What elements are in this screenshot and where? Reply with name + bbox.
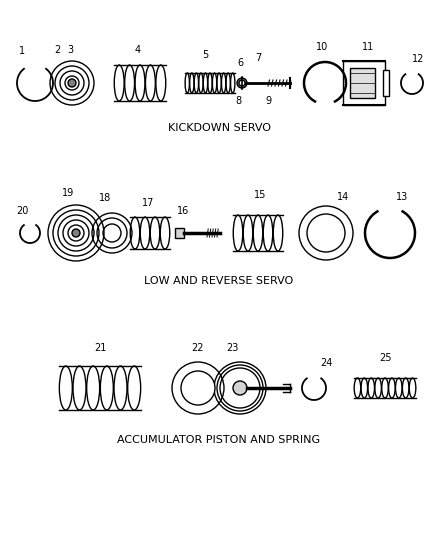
Bar — [343, 61, 385, 105]
Circle shape — [299, 206, 353, 260]
Circle shape — [233, 381, 247, 395]
Text: 2: 2 — [54, 45, 60, 55]
Text: 11: 11 — [362, 42, 374, 52]
Text: 18: 18 — [99, 193, 111, 203]
Text: 5: 5 — [202, 50, 208, 60]
Text: 22: 22 — [192, 343, 204, 353]
Text: 17: 17 — [142, 198, 154, 208]
Circle shape — [68, 79, 76, 87]
Circle shape — [307, 214, 345, 252]
Text: 16: 16 — [177, 206, 189, 216]
Circle shape — [181, 371, 215, 405]
Text: 23: 23 — [226, 343, 238, 353]
Circle shape — [239, 80, 245, 86]
Text: 7: 7 — [255, 53, 261, 63]
Text: 10: 10 — [316, 42, 328, 52]
Text: 6: 6 — [237, 58, 243, 68]
Text: 3: 3 — [67, 45, 73, 55]
Text: 21: 21 — [94, 343, 106, 353]
Text: KICKDOWN SERVO: KICKDOWN SERVO — [167, 123, 271, 133]
Text: 8: 8 — [235, 96, 241, 106]
Text: 1: 1 — [19, 46, 25, 56]
Circle shape — [237, 78, 247, 88]
Bar — [350, 68, 375, 98]
Text: 25: 25 — [379, 353, 391, 363]
Text: 14: 14 — [337, 192, 349, 202]
Text: 20: 20 — [16, 206, 28, 216]
Bar — [175, 228, 184, 238]
Circle shape — [172, 362, 224, 414]
Circle shape — [72, 229, 80, 237]
Text: 13: 13 — [396, 192, 408, 202]
Text: 15: 15 — [254, 190, 266, 200]
Text: 12: 12 — [412, 54, 424, 64]
Text: 19: 19 — [62, 188, 74, 198]
Text: ACCUMULATOR PISTON AND SPRING: ACCUMULATOR PISTON AND SPRING — [117, 435, 321, 445]
Text: 9: 9 — [265, 96, 271, 106]
Text: 24: 24 — [320, 358, 332, 368]
Bar — [383, 70, 389, 96]
Text: LOW AND REVERSE SERVO: LOW AND REVERSE SERVO — [145, 276, 293, 286]
Text: 4: 4 — [135, 45, 141, 55]
